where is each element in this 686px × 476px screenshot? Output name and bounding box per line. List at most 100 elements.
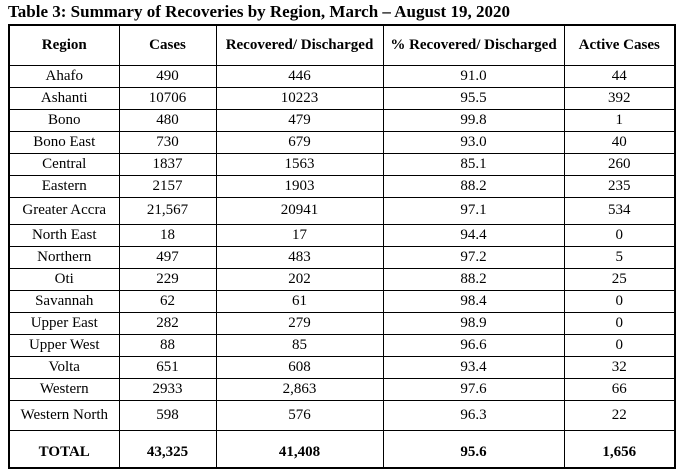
cell-recovered: 2,863 bbox=[215, 377, 384, 401]
cell-cases: 651 bbox=[118, 355, 217, 379]
table-row: Ahafo 490 446 91.0 44 bbox=[8, 64, 676, 88]
cell-pct-recovered: 98.4 bbox=[382, 289, 565, 313]
table-row: Upper West 88 85 96.6 0 bbox=[8, 333, 676, 357]
cell-region: Greater Accra bbox=[8, 196, 120, 225]
cell-active-cases: 0 bbox=[563, 223, 676, 247]
cell-pct-recovered: 96.3 bbox=[382, 399, 565, 431]
cell-recovered: 479 bbox=[215, 108, 384, 132]
cell-recovered: 679 bbox=[215, 130, 384, 154]
cell-pct-recovered: 85.1 bbox=[382, 152, 565, 176]
cell-pct-recovered: 91.0 bbox=[382, 64, 565, 88]
cell-recovered: 483 bbox=[215, 245, 384, 269]
cell-cases: 21,567 bbox=[118, 196, 217, 225]
cell-cases: 282 bbox=[118, 311, 217, 335]
cell-recovered: 17 bbox=[215, 223, 384, 247]
header-active-cases: Active Cases bbox=[563, 24, 676, 66]
cell-pct-recovered: 97.6 bbox=[382, 377, 565, 401]
cell-pct-recovered: 95.6 bbox=[382, 429, 565, 469]
cell-pct-recovered: 95.5 bbox=[382, 86, 565, 110]
cell-recovered: 608 bbox=[215, 355, 384, 379]
cell-recovered: 41,408 bbox=[215, 429, 384, 469]
cell-cases: 62 bbox=[118, 289, 217, 313]
cell-active-cases: 25 bbox=[563, 267, 676, 291]
cell-active-cases: 66 bbox=[563, 377, 676, 401]
cell-pct-recovered: 93.0 bbox=[382, 130, 565, 154]
table-total-row: TOTAL 43,325 41,408 95.6 1,656 bbox=[8, 429, 676, 469]
cell-region: Central bbox=[8, 152, 120, 176]
cell-active-cases: 22 bbox=[563, 399, 676, 431]
cell-active-cases: 44 bbox=[563, 64, 676, 88]
cell-recovered: 85 bbox=[215, 333, 384, 357]
cell-active-cases: 0 bbox=[563, 333, 676, 357]
cell-region: Western bbox=[8, 377, 120, 401]
cell-cases: 18 bbox=[118, 223, 217, 247]
header-region: Region bbox=[8, 24, 120, 66]
table-row: Greater Accra 21,567 20941 97.1 534 bbox=[8, 196, 676, 225]
cell-recovered: 61 bbox=[215, 289, 384, 313]
cell-cases: 480 bbox=[118, 108, 217, 132]
cell-cases: 10706 bbox=[118, 86, 217, 110]
header-cases: Cases bbox=[118, 24, 217, 66]
cell-region: Bono East bbox=[8, 130, 120, 154]
table-body: Ahafo 490 446 91.0 44 Ashanti 10706 10223 95.5 39… bbox=[8, 64, 676, 469]
cell-recovered: 279 bbox=[215, 311, 384, 335]
table-row: Northern 497 483 97.2 5 bbox=[8, 245, 676, 269]
cell-region: Northern bbox=[8, 245, 120, 269]
cell-active-cases: 0 bbox=[563, 311, 676, 335]
cell-pct-recovered: 88.2 bbox=[382, 174, 565, 198]
cell-region: North East bbox=[8, 223, 120, 247]
header-recovered: Recovered/ Discharged bbox=[215, 24, 384, 66]
cell-recovered: 1563 bbox=[215, 152, 384, 176]
cell-region: Upper West bbox=[8, 333, 120, 357]
cell-pct-recovered: 99.8 bbox=[382, 108, 565, 132]
cell-recovered: 10223 bbox=[215, 86, 384, 110]
cell-active-cases: 1 bbox=[563, 108, 676, 132]
cell-region: Bono bbox=[8, 108, 120, 132]
cell-active-cases: 235 bbox=[563, 174, 676, 198]
table-row: Bono 480 479 99.8 1 bbox=[8, 108, 676, 132]
cell-cases: 1837 bbox=[118, 152, 217, 176]
table-row: Central 1837 1563 85.1 260 bbox=[8, 152, 676, 176]
cell-region: Volta bbox=[8, 355, 120, 379]
cell-pct-recovered: 94.4 bbox=[382, 223, 565, 247]
cell-cases: 43,325 bbox=[118, 429, 217, 469]
cell-pct-recovered: 97.1 bbox=[382, 196, 565, 225]
cell-active-cases: 392 bbox=[563, 86, 676, 110]
cell-cases: 497 bbox=[118, 245, 217, 269]
table-row: Volta 651 608 93.4 32 bbox=[8, 355, 676, 379]
header-pct-recovered: % Recovered/ Discharged bbox=[382, 24, 565, 66]
cell-pct-recovered: 93.4 bbox=[382, 355, 565, 379]
cell-pct-recovered: 97.2 bbox=[382, 245, 565, 269]
table-row: Savannah 62 61 98.4 0 bbox=[8, 289, 676, 313]
cell-region: Eastern bbox=[8, 174, 120, 198]
cell-region: Savannah bbox=[8, 289, 120, 313]
cell-pct-recovered: 96.6 bbox=[382, 333, 565, 357]
cell-recovered: 446 bbox=[215, 64, 384, 88]
table-row: Eastern 2157 1903 88.2 235 bbox=[8, 174, 676, 198]
cell-region: Ahafo bbox=[8, 64, 120, 88]
cell-region: Ashanti bbox=[8, 86, 120, 110]
cell-region: Oti bbox=[8, 267, 120, 291]
cell-active-cases: 40 bbox=[563, 130, 676, 154]
table-row: Upper East 282 279 98.9 0 bbox=[8, 311, 676, 335]
table-row: Western 2933 2,863 97.6 66 bbox=[8, 377, 676, 401]
cell-cases: 2157 bbox=[118, 174, 217, 198]
cell-pct-recovered: 88.2 bbox=[382, 267, 565, 291]
cell-region: Western North bbox=[8, 399, 120, 431]
table-title: Table 3: Summary of Recoveries by Region… bbox=[8, 2, 510, 21]
table-row: Ashanti 10706 10223 95.5 392 bbox=[8, 86, 676, 110]
table-row: Bono East 730 679 93.0 40 bbox=[8, 130, 676, 154]
cell-region: TOTAL bbox=[8, 429, 120, 469]
cell-cases: 598 bbox=[118, 399, 217, 431]
cell-cases: 2933 bbox=[118, 377, 217, 401]
cell-cases: 229 bbox=[118, 267, 217, 291]
cell-pct-recovered: 98.9 bbox=[382, 311, 565, 335]
table-row: Western North 598 576 96.3 22 bbox=[8, 399, 676, 431]
table-row: North East 18 17 94.4 0 bbox=[8, 223, 676, 247]
table-row: Oti 229 202 88.2 25 bbox=[8, 267, 676, 291]
cell-active-cases: 260 bbox=[563, 152, 676, 176]
cell-active-cases: 534 bbox=[563, 196, 676, 225]
cell-active-cases: 32 bbox=[563, 355, 676, 379]
cell-active-cases: 5 bbox=[563, 245, 676, 269]
